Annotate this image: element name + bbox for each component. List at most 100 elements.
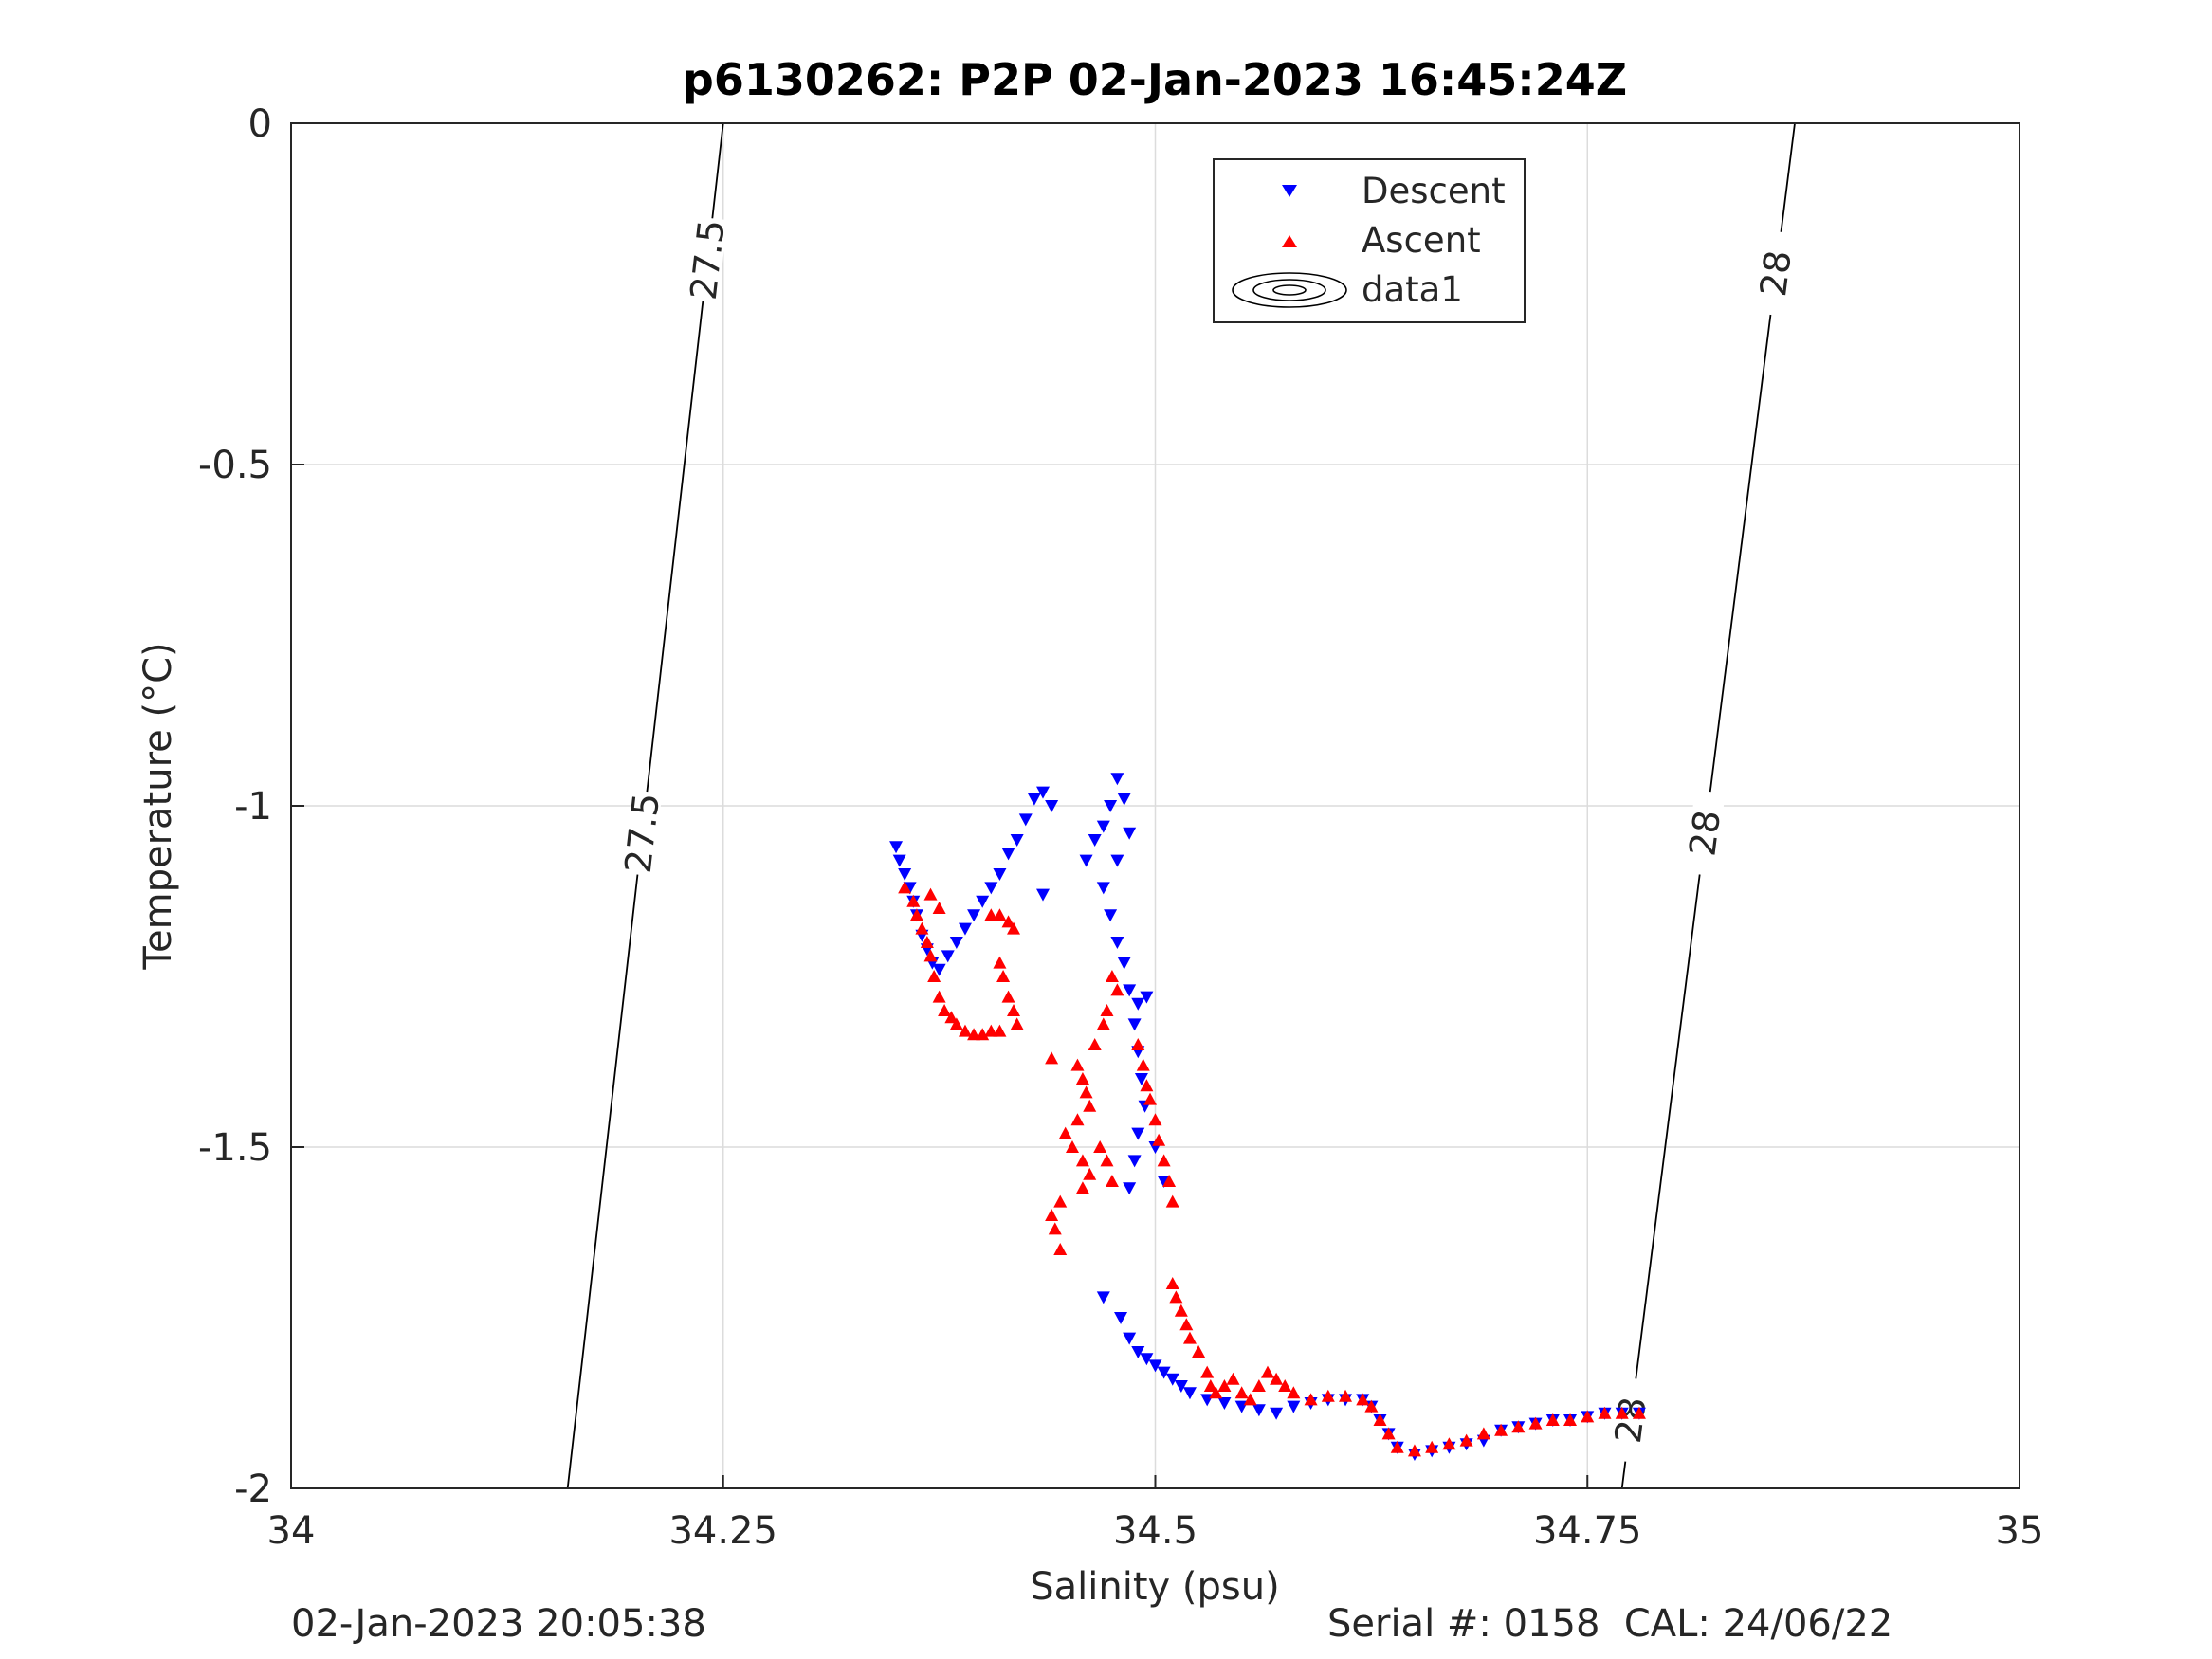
descent-point (898, 868, 912, 881)
ascent-point (1545, 1413, 1560, 1426)
ascent-point (1093, 1140, 1107, 1153)
ascent-point (1083, 1167, 1097, 1180)
descent-point (1114, 1312, 1128, 1324)
contour-label: 27.5 (617, 791, 667, 875)
ascent-point (1252, 1379, 1266, 1392)
descent-point (1117, 793, 1131, 806)
ascent-point (923, 949, 938, 962)
data-series (889, 773, 1646, 1461)
ascent-point (1287, 1386, 1301, 1399)
isopycnal-contours: 27.5 27.5 28 28 28 (566, 122, 1800, 1489)
descent-point (1110, 773, 1124, 786)
ascent-point (920, 936, 934, 948)
ascent-point (932, 990, 946, 1003)
footer-timestamp: 02-Jan-2023 20:05:38 (291, 1602, 706, 1646)
contour-label: 28 (1607, 1395, 1654, 1446)
ascent-point (906, 894, 921, 907)
ascent-point (1075, 1181, 1089, 1194)
ascent-point (958, 1024, 972, 1037)
ascent-point (1200, 1365, 1215, 1378)
chart-title: p6130262: P2P 02-Jan-2023 16:45:24Z (683, 54, 1627, 105)
ascent-point (1131, 1038, 1145, 1050)
ascent-point (1075, 1154, 1089, 1167)
ascent-point (1615, 1406, 1629, 1419)
ascent-point (1165, 1277, 1179, 1289)
x-tick-label: 34 (267, 1509, 316, 1553)
x-axis-label: Salinity (psu) (1030, 1565, 1279, 1609)
ascent-point (993, 908, 1007, 921)
x-tick-label: 34.5 (1113, 1509, 1197, 1553)
ascent-point (976, 1028, 990, 1041)
descent-point (1104, 800, 1118, 812)
ascent-point (1632, 1406, 1646, 1419)
ascent-point (1083, 1099, 1097, 1112)
ascent-point (1001, 915, 1015, 928)
ascent-point (1476, 1427, 1490, 1440)
legend: Descent Ascent data1 (1213, 158, 1526, 323)
ascent-point (1058, 1126, 1072, 1139)
legend-contour-icon (1232, 272, 1347, 308)
descent-point (892, 854, 906, 867)
ascent-point (915, 921, 929, 935)
ascent-point (1001, 990, 1015, 1003)
descent-point (1110, 937, 1124, 949)
ascent-point (1157, 1154, 1171, 1167)
ascent-point (1226, 1372, 1240, 1385)
ascent-point (1143, 1092, 1158, 1105)
descent-point (1157, 1366, 1171, 1379)
descent-point (1148, 1359, 1162, 1373)
x-tick-label: 35 (1996, 1509, 2044, 1553)
descent-point (1270, 1407, 1284, 1420)
descent-point (1134, 1073, 1148, 1085)
descent-point (932, 963, 946, 976)
ascent-point (1007, 1004, 1021, 1016)
contour-label-gap (1610, 1376, 1652, 1464)
ascent-point (1203, 1379, 1217, 1392)
footer-serial-cal: Serial #: 0158 CAL: 24/06/22 (1327, 1602, 1893, 1646)
descent-point (1123, 1332, 1137, 1345)
ascent-point (1174, 1304, 1188, 1317)
contour-label-gap (687, 216, 728, 303)
ascent-point (1598, 1406, 1612, 1419)
ascent-point (1140, 1079, 1154, 1092)
ascent-point (1425, 1440, 1439, 1453)
legend-data1-label: data1 (1362, 269, 1463, 310)
ascent-point (1270, 1372, 1284, 1385)
ascent-point (949, 1017, 963, 1030)
descent-point (1140, 1353, 1154, 1366)
descent-point (1104, 909, 1118, 922)
ascent-point (1148, 1113, 1162, 1126)
ascent-point (932, 902, 946, 914)
ascent-point (1070, 1058, 1085, 1071)
contour-label-gap (1684, 790, 1726, 877)
ascent-point (1304, 1393, 1318, 1406)
ascent-point (1179, 1318, 1194, 1331)
ascent-point (996, 970, 1011, 982)
ascent-point (1162, 1175, 1177, 1187)
legend-descent-label: Descent (1362, 171, 1506, 211)
ascent-point (1010, 1017, 1024, 1030)
ascent-point (1494, 1423, 1508, 1436)
ascent-point (1045, 1051, 1059, 1065)
ascent-point (1321, 1389, 1335, 1402)
series-ascent (898, 881, 1646, 1457)
descent-point (1182, 1387, 1197, 1400)
ascent-point (1169, 1290, 1183, 1304)
descent-point (1079, 854, 1093, 867)
ascent-point (1442, 1437, 1456, 1450)
descent-point (1217, 1397, 1232, 1410)
ascent-point (1075, 1072, 1089, 1085)
descent-point (1096, 1291, 1110, 1304)
y-tick-label: -1.5 (198, 1126, 272, 1170)
descent-point (1036, 786, 1051, 799)
x-tick-label: 34.75 (1533, 1509, 1642, 1553)
contour-label-gap (622, 790, 663, 877)
ascent-point (1096, 1017, 1110, 1030)
descent-point (1010, 834, 1024, 847)
y-tick-label: -0.5 (198, 444, 272, 487)
ascent-point (1278, 1379, 1292, 1392)
ascent-point (984, 908, 998, 921)
descent-point (976, 895, 990, 908)
ascent-point (1234, 1386, 1249, 1399)
ascent-point (1373, 1413, 1387, 1426)
